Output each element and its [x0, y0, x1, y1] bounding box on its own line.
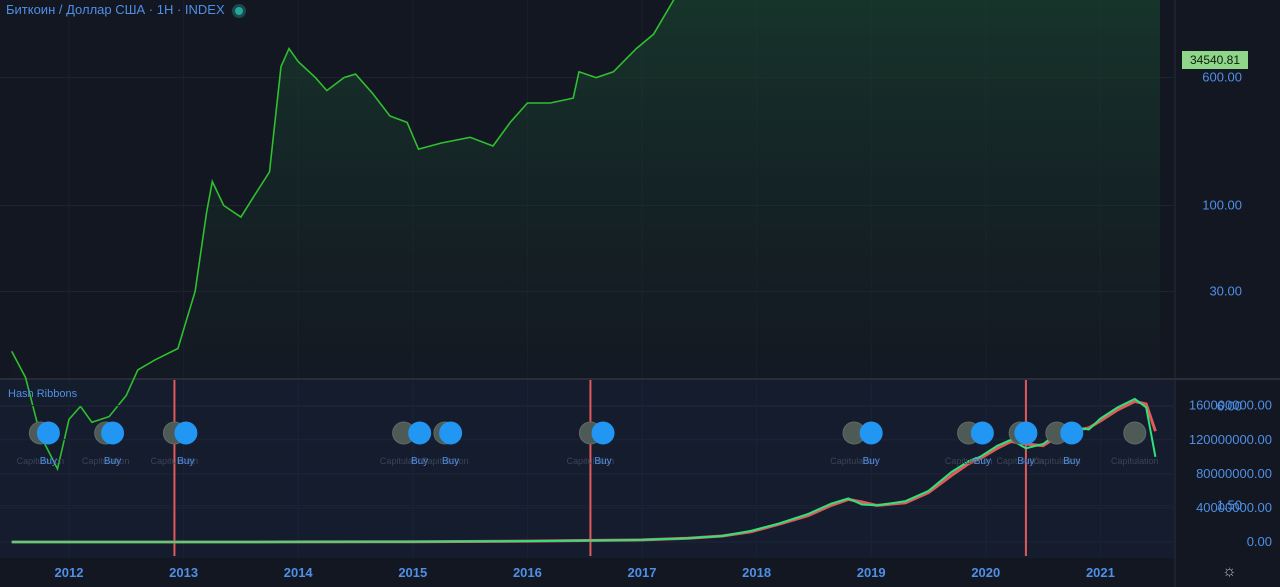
capitulation-label: Capitulation [830, 456, 878, 466]
buy-marker [174, 421, 198, 445]
main-y-tick-label: 30.00 [1209, 283, 1242, 298]
sub-y-tick-label: 40000000.00 [1196, 500, 1272, 515]
buy-label: Buy [442, 456, 459, 467]
capitulation-label: Capitulation [82, 456, 130, 466]
capitulation-label: Capitulation [567, 456, 615, 466]
x-tick-label: 2021 [1086, 565, 1115, 580]
x-tick-label: 2013 [169, 565, 198, 580]
x-tick-label: 2019 [857, 565, 886, 580]
buy-marker [101, 421, 125, 445]
capitulation-label: Capitulation [1033, 456, 1081, 466]
buy-marker [36, 421, 60, 445]
last-price-label: 34540.81 [1182, 51, 1248, 69]
capitulation-label: Capitulation [17, 456, 65, 466]
capitulation-label: Capitulation [945, 456, 993, 466]
capitulation-label: Capitulation [380, 456, 428, 466]
price-area-fill [11, 0, 1160, 469]
buy-label: Buy [594, 456, 611, 467]
main-y-tick-label: 6.00 [1217, 398, 1242, 413]
sub-y-tick-label: 0.00 [1247, 534, 1272, 549]
buy-marker [859, 421, 883, 445]
capitulation-label: Capitulation [151, 456, 199, 466]
x-tick-label: 2016 [513, 565, 542, 580]
buy-label: Buy [40, 456, 57, 467]
buy-marker [970, 421, 994, 445]
buy-marker [591, 421, 615, 445]
price-line [10, 0, 675, 472]
capitulation-label: Capitulation [996, 456, 1044, 466]
main-y-tick-label: 1.50 [1217, 497, 1242, 512]
x-tick-label: 2017 [628, 565, 657, 580]
buy-label: Buy [104, 456, 121, 467]
x-tick-label: 2012 [55, 565, 84, 580]
capitulation-label: Capitulation [1111, 456, 1159, 466]
ribbon-fast-line [11, 397, 1157, 543]
x-tick-label: 2014 [284, 565, 314, 580]
indicator-pane-bg [0, 380, 1175, 558]
buy-marker [408, 421, 432, 445]
x-tick-label: 2018 [742, 565, 771, 580]
buy-label: Buy [1017, 456, 1034, 467]
main-y-tick-label: 600.00 [1202, 70, 1242, 85]
buy-marker [439, 421, 463, 445]
buy-label: Buy [974, 456, 991, 467]
live-status-dot [234, 6, 243, 15]
sub-y-tick-label: 80000000.00 [1196, 466, 1272, 481]
indicator-title: Hash Ribbons [8, 388, 78, 400]
x-tick-label: 2020 [971, 565, 1000, 580]
buy-label: Buy [177, 456, 194, 467]
buy-label: Buy [411, 456, 428, 467]
sub-y-tick-label: 160000000.00 [1189, 398, 1272, 413]
main-y-tick-label: 100.00 [1202, 197, 1242, 212]
buy-label: Buy [863, 456, 880, 467]
chart-title: Биткоин / Доллар США · 1H · INDEX [6, 2, 243, 17]
buy-label: Buy [1063, 456, 1080, 467]
buy-marker [1060, 421, 1084, 445]
x-tick-label: 2015 [398, 565, 427, 580]
settings-gear-icon[interactable]: ☼ [1222, 563, 1237, 580]
buy-marker [1014, 421, 1038, 445]
sub-y-tick-label: 120000000.00 [1189, 432, 1272, 447]
capitulation-label: Capitulation [421, 456, 469, 466]
capitulation-marker [1123, 421, 1147, 445]
